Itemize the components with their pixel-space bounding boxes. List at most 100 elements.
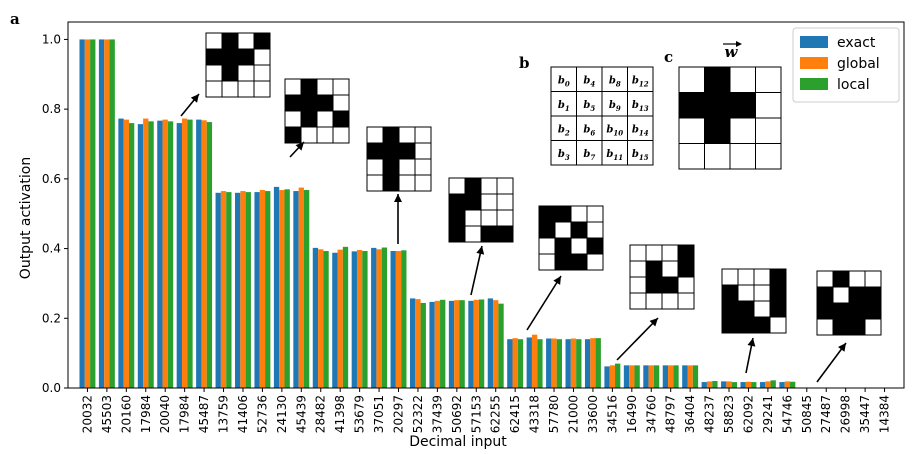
grid-cell xyxy=(737,300,755,318)
vector-arrow-head xyxy=(736,41,742,47)
grid-cell xyxy=(737,316,755,334)
grid-cell xyxy=(237,48,255,66)
bit-label: b7 xyxy=(583,149,595,162)
bar-local-62092 xyxy=(751,382,757,388)
weight-grid xyxy=(678,66,782,170)
pattern-insets xyxy=(205,32,882,336)
grid-cell xyxy=(398,158,416,176)
legend-swatch-exact xyxy=(800,36,828,48)
grid-cell xyxy=(300,110,318,128)
arrow xyxy=(526,275,562,331)
x-tick-label: 45439 xyxy=(294,395,308,433)
grid-cell xyxy=(586,205,604,223)
legend-label-exact: exact xyxy=(837,35,876,51)
grid-cell xyxy=(645,260,663,278)
x-tick-label: 20040 xyxy=(158,395,172,433)
grid-cell xyxy=(205,64,223,82)
bar-local-62255 xyxy=(498,303,504,388)
grid-cell xyxy=(816,302,834,320)
x-tick-label: 24130 xyxy=(275,395,289,433)
x-tick-label: 57780 xyxy=(547,395,561,433)
arrow xyxy=(289,141,305,158)
bar-local-37051 xyxy=(381,247,388,388)
grid-cell xyxy=(677,260,695,278)
grid-cell xyxy=(448,225,466,243)
grid-cell xyxy=(570,205,588,223)
grid-cell xyxy=(832,318,850,336)
grid-cell xyxy=(538,237,556,255)
x-tick-label: 34760 xyxy=(644,395,658,433)
bar-global-54746 xyxy=(784,381,790,388)
bar-local-57153 xyxy=(478,299,485,388)
grid-cell xyxy=(554,253,572,271)
grid-cell xyxy=(704,92,731,119)
bit-matrix-cell xyxy=(550,115,577,141)
x-tick-label: 62092 xyxy=(741,395,755,433)
y-tick-label: 0.0 xyxy=(42,381,61,395)
panel-label-a: a xyxy=(10,10,20,28)
grid-cell xyxy=(284,110,302,128)
grid-cell xyxy=(721,316,739,334)
bit-matrix-cell xyxy=(550,91,577,117)
bar-global-52322 xyxy=(415,299,421,388)
bar-local-62415 xyxy=(517,339,524,388)
grid-cell xyxy=(554,221,572,239)
bit-matrix-cell xyxy=(627,66,654,92)
bar-exact-20040 xyxy=(157,120,163,389)
legend-label-global: global xyxy=(837,56,880,72)
bar-global-20297 xyxy=(395,251,402,388)
bit-label: b3 xyxy=(558,149,570,162)
bit-matrix-cell xyxy=(576,91,603,117)
grid-cell xyxy=(755,66,782,93)
x-tick-label: 58823 xyxy=(722,395,736,433)
bar-local-20160 xyxy=(128,123,135,388)
grid-cell xyxy=(729,143,756,170)
bar-global-16490 xyxy=(629,365,635,388)
arrow xyxy=(394,194,402,244)
bar-exact-24130 xyxy=(273,186,280,388)
bar-global-17984 xyxy=(143,118,149,389)
grid-cell xyxy=(753,268,771,286)
legend-swatch-global xyxy=(800,57,828,69)
bar-exact-62255 xyxy=(487,298,494,388)
grid-cell xyxy=(253,32,271,50)
bar-local-34760 xyxy=(653,365,660,388)
bar-exact-37439 xyxy=(429,301,435,388)
grid-cell xyxy=(832,286,850,304)
bar-local-48237 xyxy=(712,381,718,388)
bar-local-17984 xyxy=(187,119,193,388)
bar-exact-17984 xyxy=(137,124,144,388)
grid-cell xyxy=(237,64,255,82)
bar-local-48797 xyxy=(673,365,679,388)
bar-exact-45439 xyxy=(293,191,299,388)
bit-label: b0 xyxy=(558,75,570,88)
x-tick-label: 34516 xyxy=(605,395,619,433)
grid-cell xyxy=(645,276,663,294)
grid-cell xyxy=(586,237,604,255)
bar-global-37439 xyxy=(434,300,441,388)
bar-exact-41398 xyxy=(332,252,338,388)
grid-cell xyxy=(678,66,705,93)
grid-cell xyxy=(496,209,514,227)
bar-chart xyxy=(67,21,905,389)
bar-exact-21000 xyxy=(565,339,571,388)
bit-label: b15 xyxy=(632,149,649,162)
grid-cell xyxy=(769,284,787,302)
bar-global-41406 xyxy=(240,191,246,388)
grid-cell xyxy=(480,225,498,243)
grid-cell xyxy=(382,174,400,192)
pattern-inset-5 xyxy=(538,205,604,271)
grid-cell xyxy=(677,276,695,294)
arrow xyxy=(470,245,485,296)
grid-cell xyxy=(816,318,834,336)
grid-cell xyxy=(448,177,466,195)
grid-cell xyxy=(464,209,482,227)
grid-cell xyxy=(677,244,695,262)
bar-exact-37051 xyxy=(371,247,377,388)
bar-local-20297 xyxy=(401,250,407,388)
grid-cell xyxy=(366,158,384,176)
panel-label-b: b xyxy=(519,54,530,72)
bar-exact-58823 xyxy=(721,381,727,388)
x-tick-label: 36404 xyxy=(683,395,697,433)
